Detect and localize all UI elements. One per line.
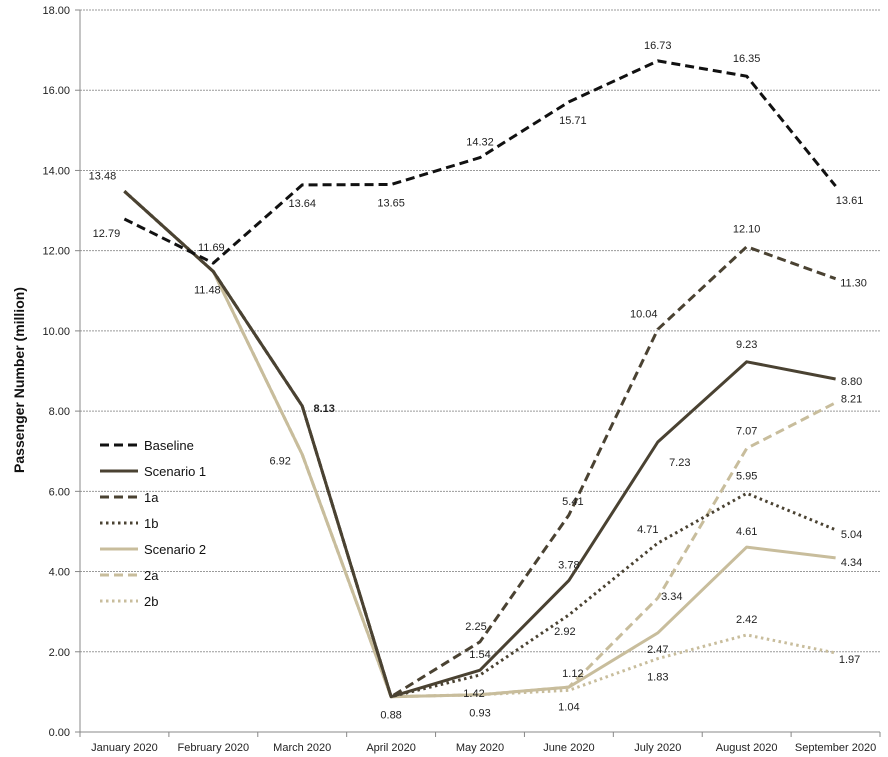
data-label: 1.12 (562, 668, 583, 680)
x-tick-label: January 2020 (91, 742, 158, 754)
y-tick-label: 16.00 (42, 85, 70, 97)
data-label: 1.83 (647, 672, 668, 684)
data-label: 8.13 (314, 403, 335, 415)
data-label: 5.04 (841, 529, 862, 541)
grid-layer (80, 9, 880, 653)
legend-label: Scenario 1 (144, 464, 206, 479)
data-label: 13.64 (288, 198, 316, 210)
data-label: 12.10 (733, 224, 761, 236)
data-label: 0.88 (380, 710, 401, 722)
data-label: 2.47 (647, 644, 668, 656)
data-label: 1.04 (558, 701, 579, 713)
data-label: 11.48 (194, 285, 221, 297)
x-tick-label: June 2020 (543, 742, 594, 754)
data-label: 6.92 (270, 455, 291, 467)
data-label: 3.78 (558, 559, 579, 571)
y-tick-label: 2.00 (49, 647, 70, 659)
y-tick-label: 6.00 (49, 486, 70, 498)
data-label: 0.93 (469, 708, 490, 720)
y-tick-label: 12.00 (42, 246, 70, 258)
axis-layer: 0.00 2.00 4.00 6.00 8.00 10.00 12.00 14.00 16.00… (42, 5, 881, 754)
data-label: 9.23 (736, 339, 757, 351)
data-label-layer: 12.79 11.69 13.64 13.65 14.32 15.71 16.73 16.35… (89, 40, 867, 722)
series-line (123, 59, 837, 265)
data-label: 4.71 (637, 524, 658, 536)
data-label: 2.25 (465, 621, 486, 633)
series-line (123, 190, 836, 699)
y-axis-label: Passenger Number (million) (11, 287, 27, 473)
data-label: 15.71 (559, 115, 587, 127)
legend-label: 1a (144, 490, 159, 505)
data-label: 16.73 (644, 40, 672, 52)
data-label: 8.21 (841, 394, 862, 406)
x-tick-label: July 2020 (634, 742, 681, 754)
x-tick-label: February 2020 (178, 742, 250, 754)
data-label: 13.65 (377, 197, 405, 209)
data-label: 11.30 (840, 278, 867, 290)
x-tick-label: September 2020 (795, 742, 876, 754)
data-label: 7.07 (736, 425, 757, 437)
legend-label: 1b (144, 516, 158, 531)
y-tick-label: 10.00 (42, 326, 70, 338)
series-line (123, 190, 836, 699)
x-tick-label: March 2020 (273, 742, 331, 754)
data-label: 14.32 (466, 137, 494, 149)
data-label: 5.95 (736, 470, 757, 482)
legend-label: Baseline (144, 438, 194, 453)
data-label: 13.48 (89, 170, 117, 182)
legend-label: 2a (144, 568, 159, 583)
series-layer (123, 59, 837, 699)
y-tick-label: 18.00 (42, 5, 70, 17)
data-label: 3.34 (661, 591, 682, 603)
data-label: 10.04 (630, 308, 658, 320)
data-label: 11.69 (198, 242, 225, 254)
y-tick-label: 14.00 (42, 165, 70, 177)
data-label: 4.34 (841, 557, 862, 569)
data-label: 1.42 (463, 688, 484, 700)
legend-label: 2b (144, 594, 158, 609)
x-tick-label: May 2020 (456, 742, 504, 754)
y-tick-label: 8.00 (49, 406, 70, 418)
data-label: 2.92 (554, 626, 575, 638)
legend: Baseline Scenario 1 1a 1b Scenario 2 2a 2b (100, 438, 206, 609)
legend-label: Scenario 2 (144, 542, 206, 557)
x-tick-label: August 2020 (716, 742, 778, 754)
data-label: 13.61 (836, 195, 864, 207)
data-label: 4.61 (736, 526, 757, 538)
data-label: 16.35 (733, 53, 761, 65)
x-tick-label: April 2020 (366, 742, 416, 754)
data-label: 1.97 (839, 654, 860, 666)
data-label: 2.42 (736, 614, 757, 626)
data-label: 8.80 (841, 376, 862, 388)
data-label: 7.23 (669, 457, 690, 469)
data-label: 12.79 (93, 228, 121, 240)
data-label: 5.41 (562, 496, 583, 508)
y-tick-label: 0.00 (49, 727, 70, 739)
y-tick-label: 4.00 (49, 567, 70, 579)
data-label: 1.54 (469, 649, 490, 661)
